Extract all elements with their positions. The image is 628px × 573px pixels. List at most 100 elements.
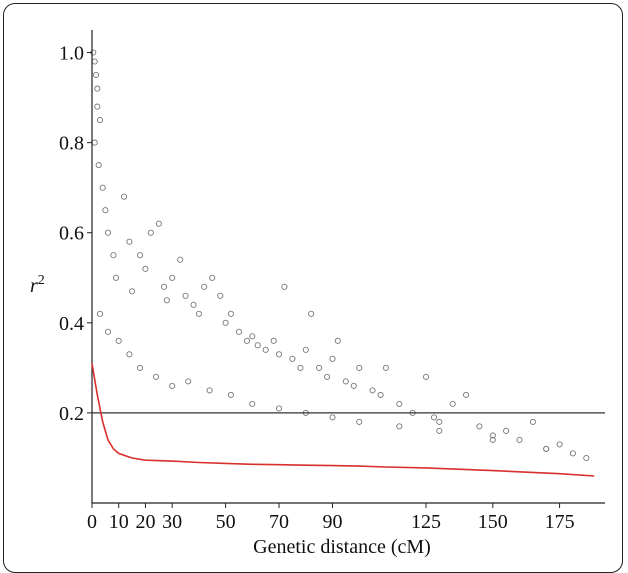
data-point [185, 378, 192, 385]
data-point [476, 423, 483, 430]
data-point [112, 274, 120, 281]
data-point [190, 301, 197, 308]
y-axis-ticks: 1.0 0.8 0.6 0.4 0.2 [59, 43, 92, 425]
data-point [177, 256, 184, 263]
data-point [334, 337, 341, 344]
y-axis-label: r2 [30, 273, 45, 297]
x-tick-label: 0 [87, 511, 97, 533]
data-point [155, 220, 162, 227]
y-tick-label: 0.8 [59, 133, 84, 155]
data-point [281, 283, 288, 290]
data-point [569, 450, 576, 457]
data-point [129, 288, 136, 295]
data-point [96, 117, 104, 124]
data-point [126, 351, 133, 358]
data-point [329, 414, 336, 421]
data-point [396, 423, 403, 430]
data-point [161, 283, 168, 290]
data-point [169, 382, 176, 389]
data-point [516, 436, 523, 443]
data-point [110, 252, 117, 259]
data-point [436, 418, 443, 425]
data-point [489, 436, 496, 443]
ld-decay-curve [91, 363, 595, 477]
data-point [529, 418, 536, 425]
data-point [356, 364, 363, 371]
data-point [503, 427, 510, 434]
data-point [195, 310, 202, 317]
data-point [222, 319, 229, 326]
data-point [96, 310, 104, 317]
data-point [142, 265, 149, 272]
data-point [262, 346, 269, 353]
data-point [254, 342, 261, 349]
data-point [556, 441, 563, 448]
x-tick-label: 20 [135, 511, 155, 533]
data-point [182, 292, 189, 299]
x-axis-label: Genetic distance (cM) [253, 536, 431, 558]
data-point [329, 355, 336, 362]
data-point [102, 207, 109, 214]
data-point [449, 400, 456, 407]
data-point [163, 297, 170, 304]
x-tick-label: 50 [216, 511, 236, 533]
x-axis-ticks: 0 10 20 30 50 70 90 125 150 175 [87, 503, 575, 533]
data-point [243, 337, 251, 344]
x-tick-label: 125 [411, 511, 441, 533]
x-tick-label: 150 [478, 511, 508, 533]
data-point [297, 364, 304, 371]
data-point [369, 387, 376, 394]
data-point [324, 373, 331, 380]
data-point [92, 71, 100, 79]
data-point [342, 378, 349, 385]
data-point [377, 391, 384, 398]
x-tick-label: 70 [269, 511, 289, 533]
data-point [153, 373, 160, 380]
data-point [126, 238, 133, 245]
data-point [137, 252, 144, 259]
data-point [463, 391, 470, 398]
data-point [275, 405, 283, 412]
data-point [350, 382, 357, 389]
data-point [235, 328, 243, 335]
y-tick-label: 0.6 [59, 223, 84, 245]
data-point [289, 355, 296, 362]
data-point [422, 373, 430, 380]
y-axis-label-superscript: 2 [38, 273, 45, 288]
data-point [430, 414, 438, 421]
x-tick-label: 175 [545, 511, 575, 533]
data-point [316, 364, 323, 371]
data-point [91, 139, 98, 146]
data-point [275, 351, 283, 358]
data-point [104, 229, 112, 236]
data-point [227, 310, 234, 317]
x-tick-label: 10 [109, 511, 129, 533]
data-point [95, 162, 102, 169]
data-point [382, 364, 389, 371]
data-point [104, 328, 112, 335]
data-point [436, 427, 443, 434]
data-point [249, 333, 256, 340]
x-tick-label: 30 [162, 511, 182, 533]
data-point [302, 346, 309, 353]
x-tick-label: 90 [322, 511, 342, 533]
data-point [583, 454, 590, 462]
data-point [94, 103, 101, 110]
data-point [396, 400, 403, 407]
data-point [99, 184, 106, 191]
data-point [270, 337, 277, 344]
data-point [115, 337, 122, 344]
data-point [121, 193, 128, 200]
data-point [206, 387, 213, 394]
ld-decay-scatter-chart: 0 10 20 30 50 70 90 125 150 175 1.0 0.8 0.6 0.4 0.2 G… [30, 30, 605, 558]
data-point [137, 364, 144, 371]
data-point [356, 418, 363, 425]
y-tick-label: 0.2 [59, 403, 84, 425]
data-point [308, 310, 315, 317]
data-point [249, 400, 256, 407]
data-point [201, 283, 208, 290]
data-point [543, 445, 550, 452]
y-tick-label: 1.0 [59, 43, 84, 65]
data-point [209, 274, 216, 281]
data-point [227, 391, 234, 398]
